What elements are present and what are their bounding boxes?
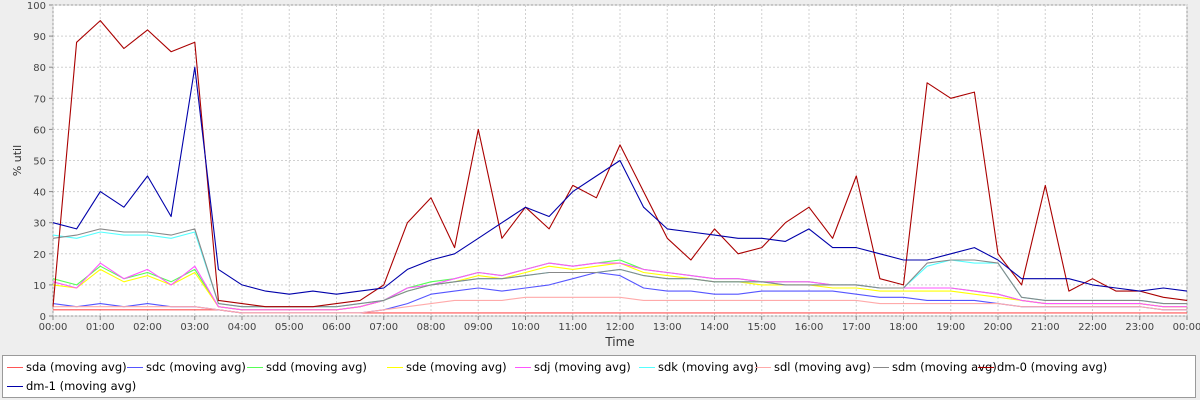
legend-swatch: [639, 366, 655, 368]
series-line-sdm: [52, 228, 1187, 308]
y-tick-label: 50: [33, 157, 46, 168]
x-tick-label: 15:00: [747, 322, 776, 333]
x-tick-label: 21:00: [1031, 322, 1060, 333]
legend-label: sdk (moving avg): [658, 360, 759, 374]
legend-item-sdm: sdm (moving avg): [873, 358, 997, 376]
x-tick-label: 22:00: [1078, 322, 1107, 333]
legend-swatch: [7, 366, 23, 368]
legend-swatch: [127, 366, 143, 368]
legend-swatch: [978, 366, 994, 368]
y-tick-label: 30: [33, 219, 46, 230]
x-tick-label: 02:00: [133, 322, 162, 333]
legend-swatch: [247, 366, 263, 368]
y-axis-label: % util: [11, 145, 24, 176]
legend-swatch: [515, 366, 531, 368]
x-tick-label: 01:00: [86, 322, 115, 333]
y-tick-label: 90: [33, 32, 46, 43]
line-chart: 0 10 20 30 40 50 60 70 80 90 100 00:00 01:00 02:00 03:…: [11, 1, 1200, 349]
legend-item-sda: sda (moving avg): [7, 358, 127, 376]
x-tick-label: 20:00: [984, 322, 1013, 333]
y-tick-label: 10: [33, 281, 46, 292]
x-tick-label: 18:00: [889, 322, 918, 333]
legend-item-sdk: sdk (moving avg): [639, 358, 758, 376]
series-line-sdl: [53, 296, 1187, 314]
legend-label: dm-1 (moving avg): [26, 379, 137, 393]
x-tick-label: 16:00: [795, 322, 824, 333]
series-line-dm-1: [52, 66, 1188, 295]
legend-item-dm-0: dm-0 (moving avg): [978, 358, 1107, 376]
x-tick-label: 14:00: [700, 322, 729, 333]
x-tick-label: 19:00: [936, 322, 965, 333]
legend-label: sdj (moving avg): [534, 360, 631, 374]
y-tick-label: 60: [33, 125, 46, 136]
legend-label: sde (moving avg): [406, 360, 507, 374]
y-tick-label: 80: [33, 63, 46, 74]
x-axis-label: Time: [604, 335, 634, 349]
x-tick-label: 11:00: [558, 322, 587, 333]
x-tick-label: 12:00: [606, 322, 635, 333]
x-tick-label: 05:00: [275, 322, 304, 333]
legend-swatch: [7, 385, 23, 387]
x-tick-label: 13:00: [653, 322, 682, 333]
legend-item-sde: sde (moving avg): [387, 358, 507, 376]
x-tick-label: 08:00: [417, 322, 446, 333]
series-line-dm-0: [52, 20, 1188, 308]
x-tick-label: 10:00: [511, 322, 540, 333]
y-tick-label: 70: [33, 94, 46, 105]
x-tick-label: 07:00: [369, 322, 398, 333]
legend-label: sdd (moving avg): [266, 360, 367, 374]
legend-item-dm-1: dm-1 (moving avg): [7, 377, 136, 395]
x-tick-label: 04:00: [228, 322, 257, 333]
x-tick-label: 00:00: [1173, 322, 1200, 333]
x-tick-label: 00:00: [39, 322, 68, 333]
legend-item-sdd: sdd (moving avg): [247, 358, 367, 376]
x-tick-label: 23:00: [1125, 322, 1154, 333]
legend-label: sda (moving avg): [26, 360, 127, 374]
x-tick-label: 06:00: [322, 322, 351, 333]
legend-label: sdm (moving avg): [892, 360, 997, 374]
legend-item-sdj: sdj (moving avg): [515, 358, 631, 376]
y-tick-label: 0: [40, 312, 46, 323]
legend-swatch: [387, 366, 403, 368]
x-tick-label: 03:00: [180, 322, 209, 333]
legend-label: sdc (moving avg): [146, 360, 246, 374]
legend-label: dm-0 (moving avg): [997, 360, 1108, 374]
legend-swatch: [755, 366, 771, 368]
legend-label: sdl (moving avg): [774, 360, 871, 374]
x-tick-label: 17:00: [842, 322, 871, 333]
legend-swatch: [873, 366, 889, 368]
y-tick-label: 40: [33, 188, 46, 199]
x-tick-label: 09:00: [464, 322, 493, 333]
legend-item-sdl: sdl (moving avg): [755, 358, 871, 376]
legend-item-sdc: sdc (moving avg): [127, 358, 246, 376]
legend: sda (moving avg) sdc (moving avg) sdd (mov…: [2, 355, 1196, 398]
series-line-sdj: [52, 262, 1187, 311]
y-tick-label: 20: [33, 250, 46, 261]
y-tick-label: 100: [27, 1, 46, 12]
